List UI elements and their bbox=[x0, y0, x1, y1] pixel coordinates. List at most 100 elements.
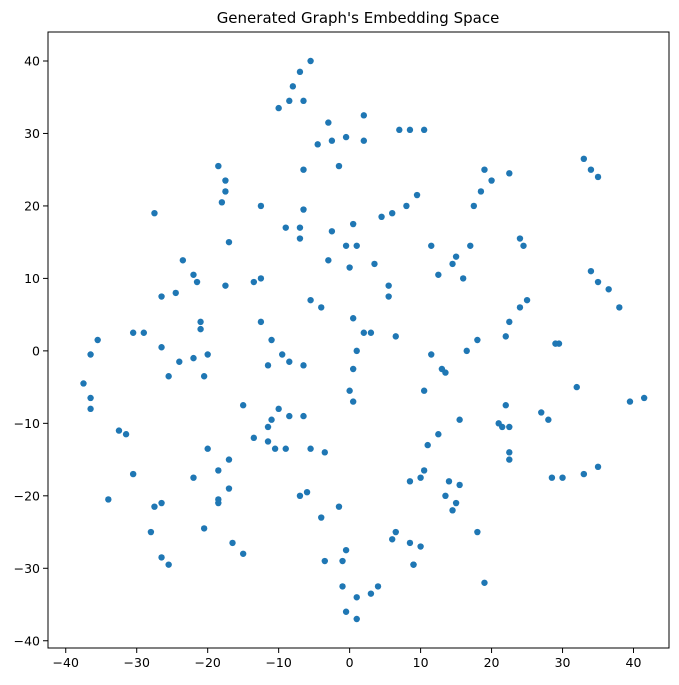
data-point bbox=[321, 557, 328, 565]
data-point bbox=[225, 238, 233, 246]
data-point bbox=[335, 503, 343, 510]
data-point bbox=[215, 496, 222, 503]
data-point bbox=[264, 423, 272, 431]
data-point bbox=[506, 456, 513, 463]
data-point bbox=[328, 137, 336, 144]
data-point bbox=[279, 351, 286, 358]
data-point bbox=[538, 409, 545, 416]
data-point bbox=[87, 405, 94, 413]
y-tick-label: 40 bbox=[24, 53, 40, 68]
data-point bbox=[200, 525, 208, 532]
data-point bbox=[296, 492, 304, 500]
x-axis: −40 −30 −20 −10 0 10 20 30 40 bbox=[53, 648, 642, 670]
data-point bbox=[349, 315, 357, 322]
data-point bbox=[456, 416, 463, 423]
data-point bbox=[506, 170, 513, 177]
data-point bbox=[516, 235, 524, 242]
data-point bbox=[353, 347, 360, 355]
data-point bbox=[474, 336, 481, 344]
data-point bbox=[449, 260, 456, 268]
data-point bbox=[385, 282, 392, 289]
data-point bbox=[594, 278, 602, 286]
data-points bbox=[80, 57, 648, 623]
data-point bbox=[190, 271, 197, 278]
data-point bbox=[296, 235, 304, 242]
data-point bbox=[406, 539, 414, 547]
data-point bbox=[268, 416, 275, 423]
data-point bbox=[151, 503, 158, 510]
data-point bbox=[474, 528, 481, 536]
x-tick-label: −20 bbox=[194, 655, 220, 670]
data-point bbox=[435, 271, 442, 278]
data-point bbox=[396, 126, 403, 134]
data-point bbox=[378, 213, 385, 220]
data-point bbox=[286, 358, 293, 365]
y-tick-label: −10 bbox=[14, 416, 40, 431]
data-point bbox=[204, 445, 211, 452]
data-point bbox=[342, 242, 350, 249]
data-point bbox=[87, 394, 94, 402]
data-point bbox=[360, 112, 368, 119]
data-point bbox=[442, 369, 449, 376]
data-point bbox=[417, 543, 424, 550]
data-point bbox=[264, 362, 272, 369]
data-point bbox=[179, 257, 187, 264]
data-point bbox=[420, 467, 428, 474]
data-point bbox=[158, 293, 165, 300]
data-point bbox=[626, 398, 634, 405]
data-point bbox=[559, 474, 566, 481]
data-point bbox=[190, 474, 197, 481]
data-point bbox=[420, 387, 428, 394]
data-point bbox=[275, 104, 282, 112]
y-axis: −40 −30 −20 −10 0 10 20 30 40 bbox=[14, 53, 48, 648]
data-point bbox=[463, 347, 470, 355]
data-point bbox=[314, 141, 321, 148]
data-point bbox=[176, 358, 183, 365]
data-point bbox=[502, 333, 509, 340]
data-point bbox=[300, 362, 307, 369]
x-tick-label: 20 bbox=[484, 655, 500, 670]
data-point bbox=[318, 514, 325, 521]
data-point bbox=[587, 166, 595, 173]
data-point bbox=[403, 202, 410, 210]
y-tick-label: 10 bbox=[24, 271, 40, 286]
data-point bbox=[367, 329, 375, 336]
data-point bbox=[420, 126, 428, 134]
data-point bbox=[342, 546, 350, 554]
x-tick-label: −10 bbox=[265, 655, 291, 670]
data-point bbox=[257, 275, 265, 282]
y-tick-label: 20 bbox=[24, 198, 40, 213]
data-point bbox=[239, 402, 247, 409]
data-point bbox=[303, 488, 311, 496]
data-point bbox=[339, 583, 346, 590]
data-point bbox=[413, 191, 421, 199]
data-point bbox=[342, 608, 350, 615]
data-point bbox=[325, 257, 332, 264]
data-point bbox=[296, 68, 304, 76]
data-point bbox=[406, 478, 414, 485]
data-point bbox=[520, 242, 527, 249]
x-tick-label: 0 bbox=[346, 655, 354, 670]
data-point bbox=[506, 449, 513, 456]
data-point bbox=[200, 373, 208, 380]
data-point bbox=[222, 282, 229, 289]
data-point bbox=[158, 499, 165, 507]
data-point bbox=[392, 333, 399, 340]
data-point bbox=[115, 427, 123, 434]
data-point bbox=[286, 97, 293, 105]
data-point bbox=[264, 438, 272, 445]
data-point bbox=[307, 57, 314, 65]
data-point bbox=[321, 449, 328, 456]
data-point bbox=[289, 83, 297, 90]
data-point bbox=[257, 202, 265, 210]
data-point bbox=[239, 550, 247, 557]
x-tick-label: −40 bbox=[53, 655, 79, 670]
data-point bbox=[506, 423, 513, 431]
chart-title: Generated Graph's Embedding Space bbox=[217, 9, 500, 27]
data-point bbox=[158, 554, 165, 561]
data-point bbox=[477, 188, 485, 195]
data-point bbox=[616, 304, 623, 311]
data-point bbox=[605, 286, 612, 293]
data-point bbox=[346, 264, 353, 271]
data-point bbox=[346, 387, 353, 394]
